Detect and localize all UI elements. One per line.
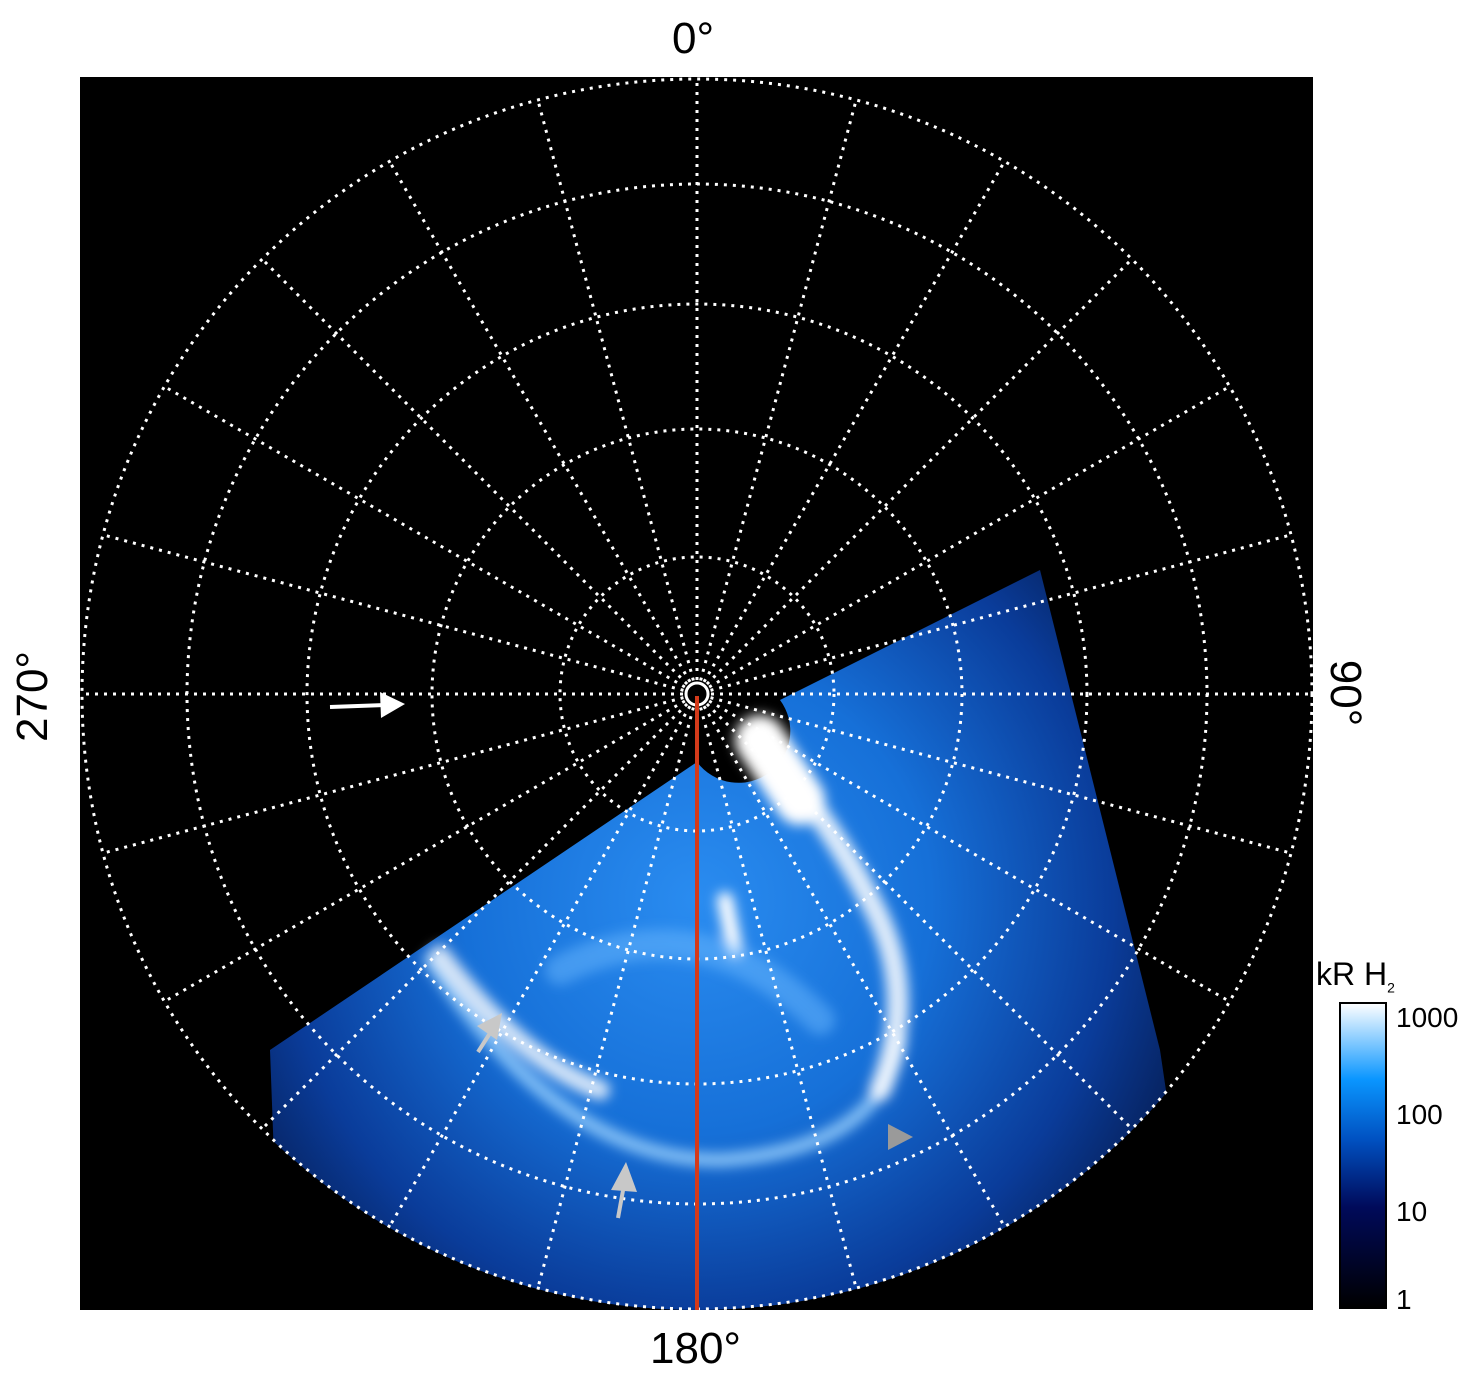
colorbar-tick: 10	[1396, 1196, 1428, 1227]
longitude-line	[163, 385, 686, 689]
white-arrow	[329, 692, 405, 718]
longitude-grid	[82, 79, 1312, 1309]
grey-arrow-2	[611, 1162, 637, 1219]
label-0-deg: 0°	[672, 14, 715, 63]
longitude-line	[536, 99, 695, 681]
longitude-line	[388, 705, 692, 1228]
longitude-line	[388, 160, 692, 683]
longitude-line	[699, 707, 858, 1289]
grey-arrow-1	[476, 1013, 502, 1054]
label-90-deg: 90°	[1321, 659, 1370, 727]
longitude-line	[536, 707, 695, 1289]
colorbar-unit: kR H	[1316, 956, 1388, 992]
colorbar-tick: 100	[1396, 1099, 1443, 1130]
longitude-line	[102, 696, 684, 855]
longitude-line	[163, 699, 686, 1003]
longitude-line	[705, 258, 1133, 686]
colorbar-title: kR H2	[1316, 956, 1395, 995]
longitude-line	[261, 702, 689, 1130]
longitude-line	[699, 99, 858, 681]
colorbar-tick: 1000	[1396, 1002, 1459, 1033]
longitude-line	[708, 385, 1231, 689]
longitude-line	[710, 696, 1292, 855]
colorbar-tick: 1	[1396, 1284, 1412, 1315]
label-180-deg: 180°	[650, 1324, 742, 1373]
label-270-deg: 270°	[8, 650, 57, 742]
longitude-line	[710, 533, 1292, 692]
colorbar	[1339, 1002, 1387, 1309]
grey-triangle-marker	[888, 1124, 913, 1150]
longitude-line	[702, 705, 1006, 1228]
colorbar-subscript: 2	[1387, 979, 1395, 996]
longitude-line	[705, 702, 1133, 1130]
longitude-line	[702, 160, 1006, 683]
longitude-line	[708, 699, 1231, 1003]
longitude-line	[261, 258, 689, 686]
longitude-line	[102, 533, 684, 692]
